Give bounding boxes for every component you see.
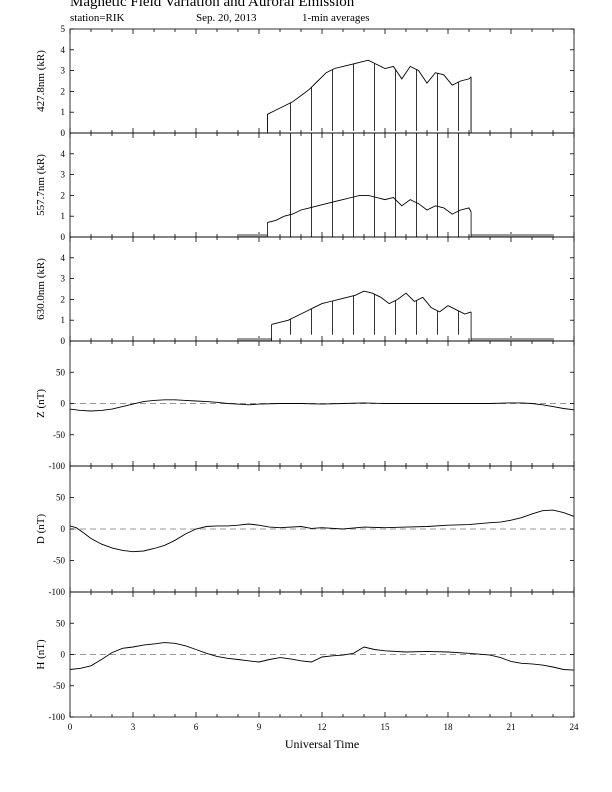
- y-tick-label: -50: [53, 556, 65, 566]
- y-axis-label: 630.0nm (kR): [35, 258, 47, 320]
- plot-frame: [69, 236, 575, 342]
- y-axis-label: Z (nT): [35, 389, 47, 418]
- y-tick-label: 1: [61, 211, 66, 221]
- chart-title: Magnetic Field Variation and Auroral Emi…: [70, 0, 355, 10]
- y-tick-label: 1: [61, 315, 66, 325]
- panel-pZ: -100 -50 0 50 Z (nT): [35, 340, 575, 471]
- y-tick-label: 0: [61, 524, 66, 534]
- y-tick-label: 4: [61, 149, 66, 159]
- panel-p5577: 0 1 2 3 4 557.7nm (kR): [35, 132, 575, 242]
- y-tick-label: 0: [61, 128, 66, 138]
- y-tick-label: 3: [61, 274, 66, 284]
- y-axis-label: 557.7nm (kR): [35, 154, 47, 216]
- y-tick-label: 50: [56, 367, 66, 377]
- x-tick-label: 15: [381, 722, 391, 732]
- station-label: station=RIK: [70, 12, 125, 24]
- x-tick-label: 24: [570, 722, 580, 732]
- y-tick-label: 2: [61, 294, 66, 304]
- y-tick-label: 0: [61, 232, 66, 242]
- x-tick-label: 3: [131, 722, 136, 732]
- y-tick-label: -100: [49, 461, 66, 471]
- y-tick-label: 50: [56, 493, 66, 503]
- y-tick-label: 5: [61, 24, 66, 34]
- series-line: [267, 194, 472, 223]
- y-tick-label: -50: [53, 430, 65, 440]
- y-tick-label: 1: [61, 107, 66, 117]
- y-tick-label: 0: [61, 399, 66, 409]
- date-label: Sep. 20, 2013: [196, 12, 257, 24]
- y-tick-label: 50: [56, 618, 66, 628]
- y-tick-label: -50: [53, 681, 65, 691]
- series-line: [267, 59, 472, 115]
- x-tick-label: 12: [318, 722, 327, 732]
- panel-p6300: 0 1 2 3 4 630.0nm (kR): [35, 236, 575, 346]
- series-line: [69, 399, 575, 412]
- y-tick-label: 0: [61, 650, 66, 660]
- y-tick-label: 2: [61, 86, 66, 96]
- plot-frame: [69, 28, 575, 134]
- x-tick-label: 18: [444, 722, 454, 732]
- averaging-label: 1-min averages: [302, 12, 370, 24]
- x-tick-label: 9: [257, 722, 262, 732]
- y-axis-label: 427.8nm (kR): [35, 50, 47, 112]
- x-tick-label: 0: [68, 722, 73, 732]
- y-axis-label: H (nT): [35, 639, 47, 670]
- y-tick-label: 3: [61, 170, 66, 180]
- series-line: [271, 290, 472, 325]
- y-tick-label: 4: [61, 253, 66, 263]
- series-line: [69, 642, 575, 671]
- y-tick-label: 2: [61, 190, 66, 200]
- x-tick-label: 6: [194, 722, 199, 732]
- y-tick-label: -100: [49, 712, 66, 722]
- y-tick-label: 0: [61, 336, 66, 346]
- y-axis-label: D (nT): [35, 514, 47, 545]
- y-tick-label: 3: [61, 66, 66, 76]
- panel-p4278: 0 1 2 3 4 5 427.8nm (kR): [35, 24, 575, 138]
- x-axis-title: Universal Time: [285, 737, 359, 751]
- y-tick-label: -100: [49, 587, 66, 597]
- plot-frame: [69, 132, 575, 238]
- series-line: [69, 509, 575, 553]
- y-tick-label: 4: [61, 45, 66, 55]
- panel-pH: -100 -50 0 50 H (nT): [35, 591, 575, 722]
- panel-pD: -100 -50 0 50 D (nT): [35, 465, 575, 597]
- x-tick-label: 21: [507, 722, 516, 732]
